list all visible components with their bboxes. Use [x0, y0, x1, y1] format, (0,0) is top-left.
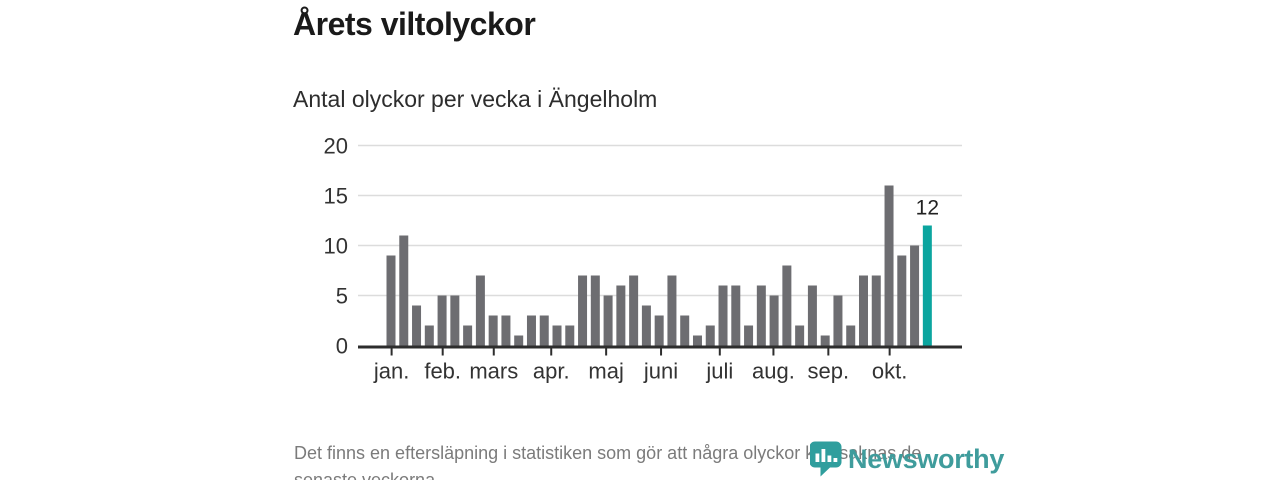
x-axis-month-label: okt. [872, 359, 907, 384]
bar-week [910, 245, 920, 346]
bar-week [795, 325, 805, 346]
bar-week [475, 275, 485, 346]
x-axis-month-label: sep. [808, 359, 850, 384]
bar-week [820, 335, 830, 346]
bar-week [667, 275, 677, 346]
bar-week [552, 325, 562, 346]
bar-week [833, 295, 843, 346]
y-axis-tick-label: 5 [336, 284, 348, 309]
footnote-line-2: senaste veckorna. [294, 470, 441, 480]
bar-week [705, 325, 715, 346]
newsworthy-pin-icon [810, 441, 842, 477]
bar-week [858, 275, 868, 346]
bar-week [526, 315, 536, 346]
bar-week [807, 285, 817, 346]
x-axis-month-label: maj [588, 359, 623, 384]
bar-week [744, 325, 754, 346]
bar-week [680, 315, 690, 346]
bar-week [718, 285, 728, 346]
bar-week [654, 315, 664, 346]
bar-week [731, 285, 741, 346]
bar-week [629, 275, 639, 346]
x-axis-month-label: jan. [373, 359, 409, 384]
y-axis-tick-label: 20 [324, 134, 348, 159]
chart-title: Årets viltolyckor [293, 6, 536, 42]
bar-week [488, 315, 498, 346]
bar-week [616, 285, 626, 346]
newsworthy-logo-text: Newsworthy [848, 443, 1005, 474]
bar-week [769, 295, 779, 346]
bar-week [871, 275, 881, 346]
bar-week [399, 235, 409, 346]
bar-week [603, 295, 613, 346]
bar-week [756, 285, 766, 346]
newsworthy-logo: Newsworthy [810, 441, 1004, 477]
bar-chart: 0 5 10 15 20 jan. feb. mars apr. maj juni juli aug. s… [324, 134, 962, 384]
y-axis-tick-label: 0 [336, 334, 348, 359]
bar-week [539, 315, 549, 346]
bar-week [424, 325, 434, 346]
y-axis-tick-label: 15 [324, 184, 348, 209]
x-axis-month-label: mars [469, 359, 518, 384]
bar-week [437, 295, 447, 346]
bar-week [463, 325, 473, 346]
bar-week [692, 335, 702, 346]
bar-week [501, 315, 511, 346]
bar-week [565, 325, 575, 346]
bar-week [641, 305, 651, 346]
footnote-line-1: Det finns en eftersläpning i statistiken… [294, 443, 922, 463]
bar-highlighted-latest-week [922, 225, 932, 346]
bar-week [578, 275, 588, 346]
x-axis-month-label: juni [643, 359, 678, 384]
chart-subtitle: Antal olyckor per vecka i Ängelholm [293, 86, 658, 112]
highlight-value-label: 12 [916, 197, 939, 220]
bar-week [884, 185, 894, 346]
bar-week [846, 325, 856, 346]
bar-week [412, 305, 422, 346]
x-axis-month-label: juli [705, 359, 733, 384]
bar-week [514, 335, 524, 346]
x-axis-month-label: apr. [533, 359, 570, 384]
y-axis-tick-label: 10 [324, 234, 348, 259]
bar-week [782, 265, 792, 346]
bar-week [897, 255, 907, 346]
x-axis-month-label: aug. [752, 359, 795, 384]
bar-week [386, 255, 396, 346]
bar-week [450, 295, 460, 346]
bar-chart-area: 0 5 10 15 20 jan. feb. mars apr. maj juni juli aug. s… [280, 130, 980, 395]
x-axis-month-label: feb. [424, 359, 461, 384]
footnote: Det finns en eftersläpning i statistiken… [294, 440, 994, 480]
bar-week [590, 275, 600, 346]
